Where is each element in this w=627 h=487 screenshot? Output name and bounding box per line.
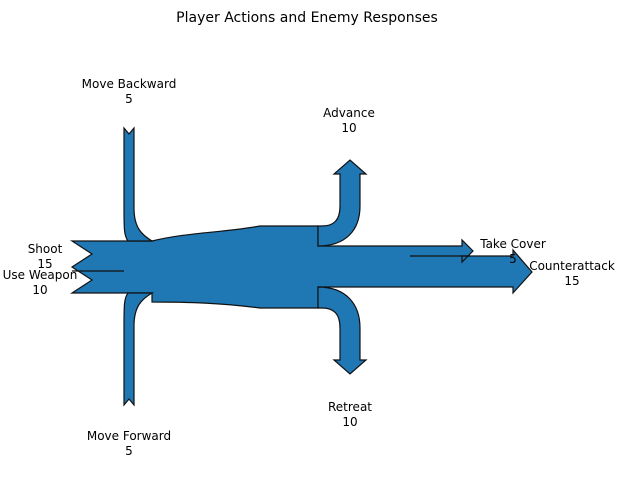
flow-label-name: Move Backward <box>82 77 177 91</box>
chart-title: Player Actions and Enemy Responses <box>176 10 438 26</box>
flow-layer <box>69 126 533 407</box>
flow-label-name: Use Weapon <box>3 268 78 282</box>
flow-move-forward <box>123 292 155 407</box>
flow-label-name: Retreat <box>328 400 372 414</box>
flow-label-value: 5 <box>509 252 517 266</box>
flow-move-backward <box>123 126 155 242</box>
flow-label-retreat: Retreat 10 <box>328 400 372 429</box>
flow-label-name: Advance <box>323 106 375 120</box>
flow-label-use-weapon: Use Weapon 10 <box>3 268 78 297</box>
flow-label-move-backward: Move Backward 5 <box>82 77 177 106</box>
flow-label-name: Move Forward <box>87 429 171 443</box>
flow-label-value: 5 <box>125 444 133 458</box>
flow-label-name: Counterattack <box>529 259 615 273</box>
flow-label-name: Shoot <box>28 242 63 256</box>
flow-advance <box>317 159 368 247</box>
flow-main-body <box>69 225 533 309</box>
flow-label-value: 10 <box>32 283 47 297</box>
flow-label-value: 5 <box>125 92 133 106</box>
flow-label-advance: Advance 10 <box>323 106 375 135</box>
flow-retreat <box>317 286 368 375</box>
flow-label-name: Take Cover <box>479 237 546 251</box>
flow-label-value: 10 <box>342 415 357 429</box>
flow-label-shoot: Shoot 15 <box>28 242 63 271</box>
flow-label-value: 15 <box>564 274 579 288</box>
flow-label-value: 15 <box>37 257 52 271</box>
flow-label-take-cover: Take Cover 5 <box>479 237 546 266</box>
flow-label-value: 10 <box>341 121 356 135</box>
flow-label-move-forward: Move Forward 5 <box>87 429 171 458</box>
flow-label-counterattack: Counterattack 15 <box>529 259 615 288</box>
